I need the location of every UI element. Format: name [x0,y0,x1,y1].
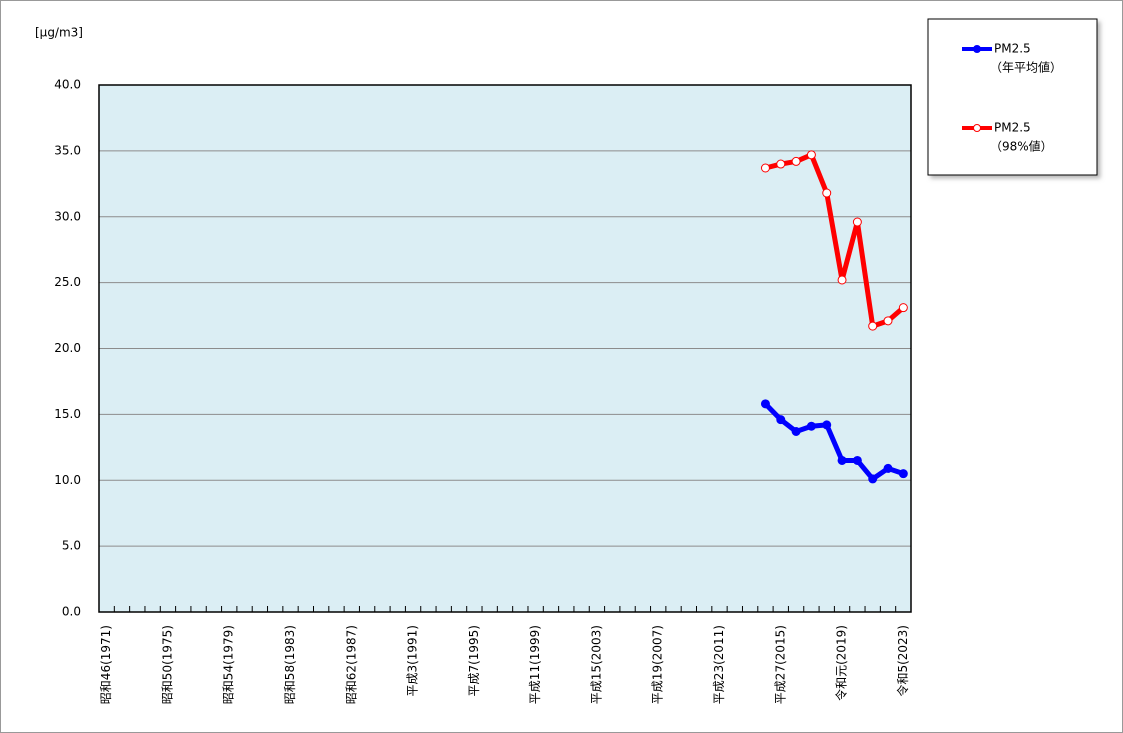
x-tick-label: 令和5(2023) [895,625,910,697]
marker [806,150,816,160]
y-tick-label: 30.0 [54,209,81,223]
x-tick-label: 昭和54(1979) [222,625,236,704]
y-tick-label: 5.0 [62,539,81,553]
x-tick-label: 平成3(1991) [406,625,420,697]
marker [822,420,832,430]
marker [760,399,770,409]
x-tick-label: 令和元(2019) [834,625,849,701]
marker [760,163,770,173]
marker [837,455,847,465]
marker [852,455,862,465]
marker [898,303,908,313]
marker [806,421,816,431]
plot-border [98,84,912,613]
y-tick-label: 25.0 [54,275,81,289]
marker [791,156,801,166]
marker [791,427,801,437]
marker [868,474,878,484]
series-line [763,402,905,482]
marker [776,415,786,425]
y-tick-label: 15.0 [54,407,81,421]
x-tick-label: 平成7(1995) [467,625,481,697]
x-tick-label: 平成19(2007) [651,625,665,704]
x-tick-label: 平成11(1999) [528,625,542,704]
y-tick-label: 40.0 [54,78,81,92]
x-tick-label: 昭和46(1971) [99,625,113,704]
x-tick-label: 平成15(2003) [589,625,603,704]
legend-marker [973,124,981,132]
legend [927,18,1098,176]
x-tick-label: 平成23(2011) [712,625,726,704]
legend-label: PM2.5 [994,121,1031,135]
y-tick-label: 10.0 [54,473,81,487]
legend-label: PM2.5 [994,42,1031,56]
legend-sublabel: （年平均値） [990,60,1062,75]
marker [822,188,832,198]
legend-marker [973,45,981,53]
x-tick-label: 平成27(2015) [773,625,787,704]
marker [837,275,847,285]
series-line [764,152,905,329]
x-tick-label: 昭和58(1983) [283,625,297,704]
y-tick-label: 35.0 [54,143,81,157]
marker [776,159,786,169]
marker [898,469,908,479]
marker [883,316,893,326]
x-tick-label: 昭和62(1987) [344,625,358,704]
y-tick-label: 20.0 [54,341,81,355]
marker [868,321,878,331]
legend-sublabel: （98%値） [990,139,1053,154]
marker [883,463,893,473]
marker [852,217,862,227]
y-axis-label: [μg/m3] [35,26,83,40]
y-tick-label: 0.0 [62,605,81,619]
x-tick-label: 昭和50(1975) [160,625,174,704]
